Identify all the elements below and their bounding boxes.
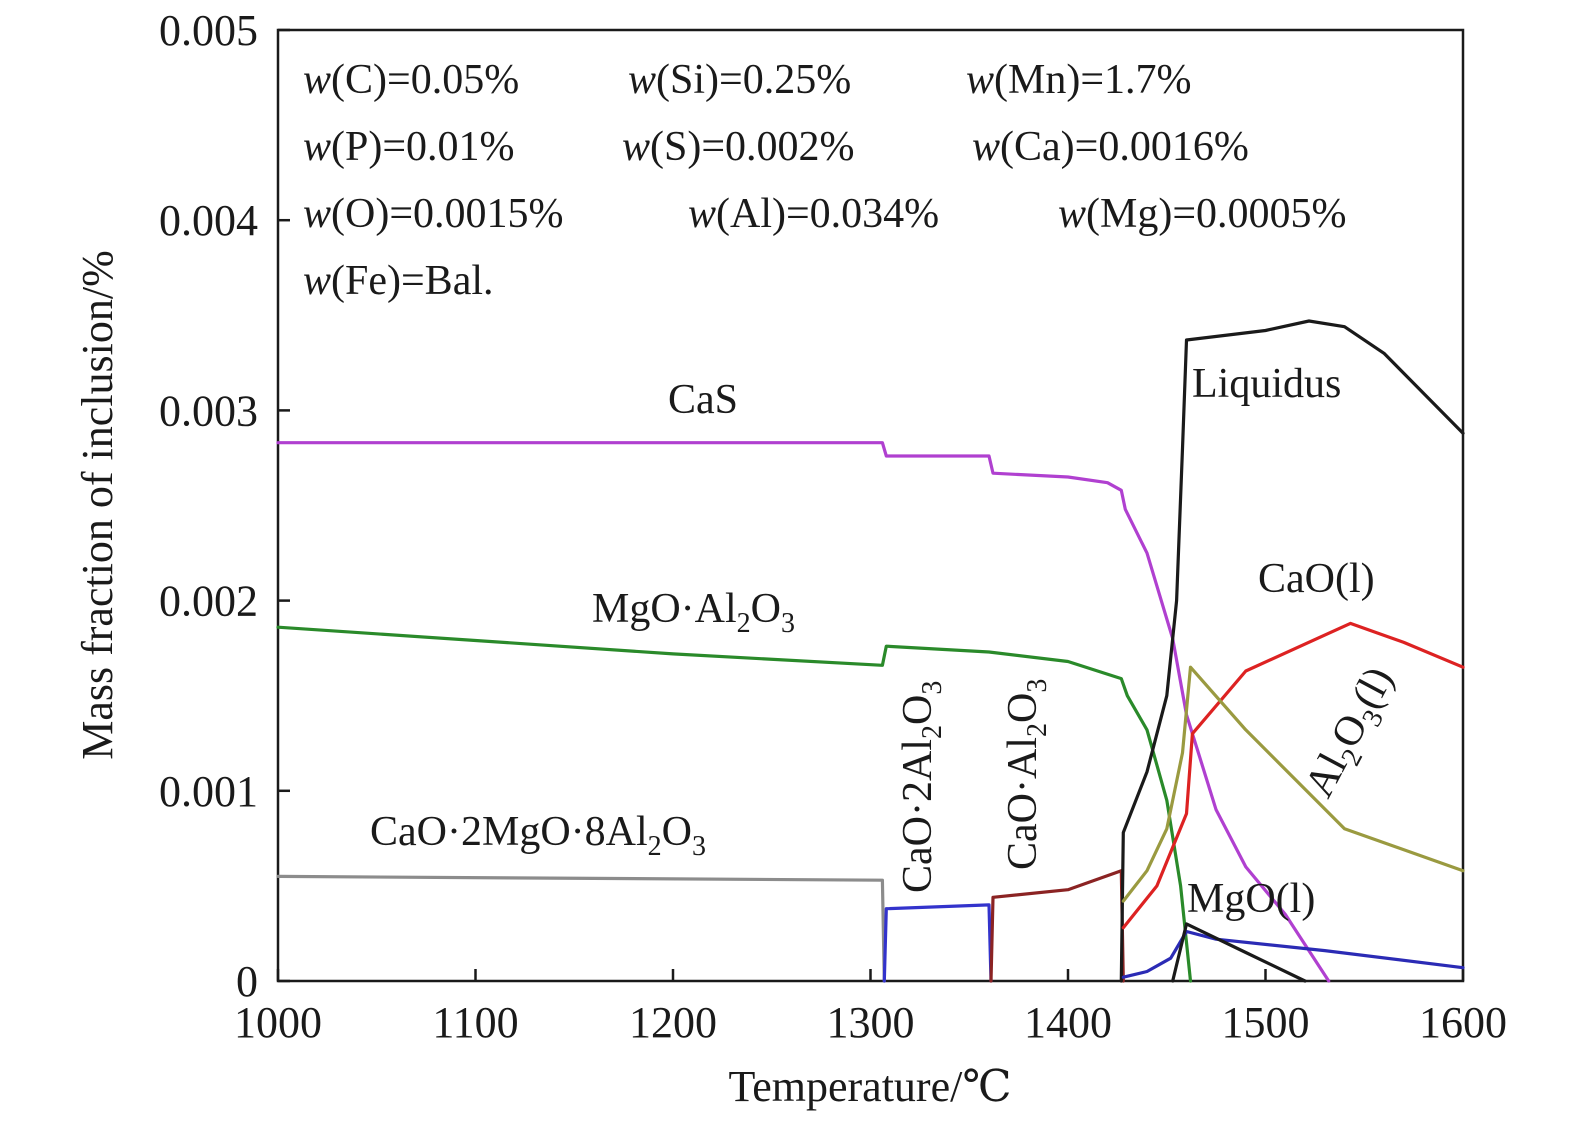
composition-item: w(Al)=0.034% (688, 191, 939, 237)
label-cao-al2o3: CaO·Al2O3 (1000, 679, 1053, 870)
composition-item: w(Mg)=0.0005% (1058, 191, 1347, 237)
y-tick-label: 0.001 (159, 767, 258, 816)
x-tick-label: 1300 (827, 998, 915, 1047)
x-tick-label: 1100 (432, 998, 518, 1047)
label-cao-l: CaO(l) (1258, 556, 1375, 602)
composition-item: w(C)=0.05% (303, 57, 519, 103)
series-line-cas (276, 441, 1331, 983)
label-cao-2mgo-8al2o3: CaO·2MgO·8Al2O3 (370, 809, 706, 862)
y-axis-title: Mass fraction of inclusion/% (73, 250, 122, 760)
label-cao-2al2o3: CaO·2Al2O3 (895, 681, 948, 893)
y-tick-label: 0.003 (159, 386, 258, 435)
series-line-cao-l- (1121, 621, 1465, 930)
x-tick-label: 1600 (1419, 998, 1507, 1047)
series-line-mgo-al2o3 (276, 625, 1193, 983)
series-lines (276, 319, 1465, 983)
x-tick-labels: 1000 1100 1200 1300 1400 1500 1600 (234, 998, 1507, 1047)
series-line-cao-al2o3 (989, 869, 1125, 983)
series-line-al2o3-l- (1121, 665, 1465, 903)
label-cas: CaS (668, 377, 738, 423)
composition-item: w(Ca)=0.0016% (972, 124, 1249, 170)
composition-block: w(C)=0.05% w(Si)=0.25% w(Mn)=1.7% w(P)=0… (303, 57, 1347, 304)
y-tick-label: 0 (236, 957, 258, 1006)
composition-item: w(O)=0.0015% (303, 191, 564, 237)
x-tick-label: 1400 (1024, 998, 1112, 1047)
composition-item: w(P)=0.01% (303, 124, 515, 170)
composition-item: w(Mn)=1.7% (966, 57, 1192, 103)
composition-item: w(Si)=0.25% (628, 57, 851, 103)
series-line-mgo-l- (1121, 929, 1465, 979)
y-tick-labels: 0 0.001 0.002 0.003 0.004 0.005 (159, 6, 258, 1006)
y-tick-label: 0.002 (159, 577, 258, 626)
label-mgo-l: MgO(l) (1187, 876, 1315, 922)
y-tick-label: 0.005 (159, 6, 258, 55)
label-liquidus: Liquidus (1192, 361, 1341, 407)
series-labels: CaS Liquidus CaO(l) MgO(l) MgO·Al2O3 CaO… (370, 361, 1409, 922)
label-al2o3-l: Al2O3(l) (1296, 659, 1409, 807)
composition-item: w(Fe)=Bal. (303, 258, 494, 304)
x-tick-label: 1200 (629, 998, 717, 1047)
series-line-cao-2al2o3 (882, 903, 993, 983)
y-tick-label: 0.004 (159, 196, 258, 245)
label-mgo-al2o3: MgO·Al2O3 (592, 586, 795, 639)
x-tick-label: 1000 (234, 998, 322, 1047)
composition-item: w(S)=0.002% (622, 124, 855, 170)
series-line-liquidus (1119, 319, 1465, 983)
series-line-mgo-l-black (1171, 922, 1307, 983)
axis-ticks (276, 28, 1465, 983)
series-line-cao-2mgo-8al2o3 (276, 874, 886, 983)
x-tick-label: 1500 (1222, 998, 1310, 1047)
x-axis-title: Temperature/℃ (728, 1062, 1011, 1111)
